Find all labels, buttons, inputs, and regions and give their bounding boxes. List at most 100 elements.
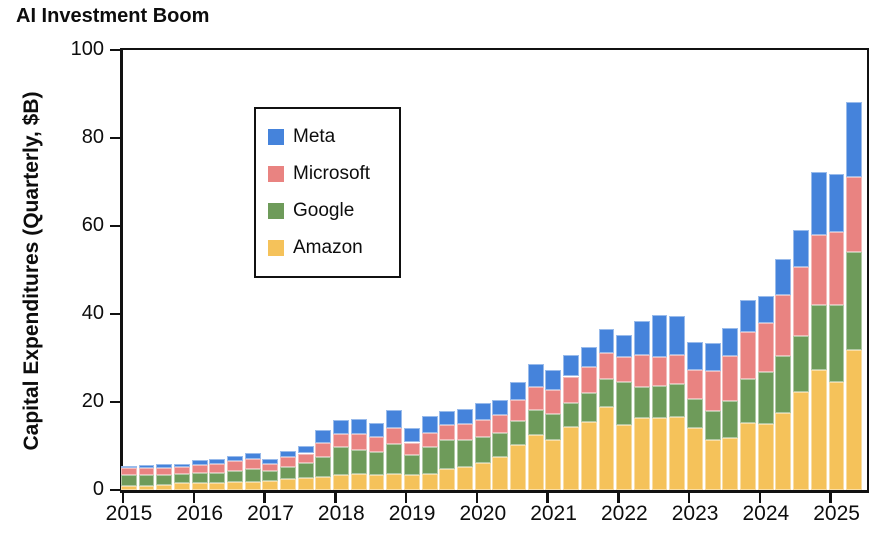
legend-item-amazon: Amazon <box>268 229 387 266</box>
bar-segment-meta-2023Q3 <box>722 328 739 357</box>
bar-segment-meta-2021Q4 <box>598 329 615 353</box>
bar-segment-microsoft-2023Q2 <box>704 370 721 412</box>
bar-segment-microsoft-2023Q1 <box>686 370 703 400</box>
legend-swatch-microsoft <box>268 165 284 182</box>
bar-segment-meta-2017Q4 <box>315 430 332 444</box>
bar-segment-google-2020Q1 <box>474 436 491 464</box>
bar-segment-amazon-2022Q2 <box>633 418 650 490</box>
y-tick-20 <box>110 400 120 404</box>
bar-segment-meta-2021Q1 <box>545 370 562 390</box>
bar-segment-meta-2020Q1 <box>474 402 491 420</box>
bar-segment-amazon-2020Q4 <box>527 434 544 490</box>
bar-segment-meta-2017Q1 <box>262 459 279 465</box>
bar-segment-google-2024Q1 <box>757 371 774 425</box>
bar-segment-meta-2015Q3 <box>156 464 173 468</box>
bar-segment-google-2023Q3 <box>722 401 739 439</box>
bar-segment-meta-2017Q3 <box>297 445 314 454</box>
bar-segment-microsoft-2019Q2 <box>421 432 438 448</box>
bar-segment-microsoft-2015Q4 <box>173 467 190 475</box>
bar-segment-meta-2016Q2 <box>209 459 226 464</box>
bar-segment-meta-2020Q3 <box>510 381 526 400</box>
bar-segment-google-2022Q3 <box>651 385 668 418</box>
bar-segment-meta-2019Q3 <box>439 411 456 425</box>
bar-segment-microsoft-2019Q4 <box>457 424 473 440</box>
bar-segment-meta-2016Q1 <box>191 460 208 465</box>
bar-segment-meta-2024Q4 <box>810 172 827 235</box>
bar-segment-amazon-2022Q1 <box>616 425 633 490</box>
bar-segment-google-2023Q1 <box>686 399 703 428</box>
bar-segment-microsoft-2017Q1 <box>262 464 279 472</box>
bar-segment-meta-2019Q1 <box>403 427 420 443</box>
bar-segment-microsoft-2015Q3 <box>156 468 173 475</box>
bar-segment-amazon-2016Q1 <box>191 483 208 490</box>
bar-segment-microsoft-2016Q4 <box>244 458 261 469</box>
bar-segment-meta-2015Q4 <box>173 463 190 468</box>
y-tick-label-60: 60 <box>81 214 104 236</box>
bar-segment-amazon-2017Q1 <box>262 481 279 490</box>
bar-segment-meta-2018Q1 <box>333 419 350 435</box>
bar-segment-google-2016Q2 <box>209 472 226 483</box>
bar-segment-google-2020Q2 <box>492 433 509 457</box>
bar-segment-microsoft-2020Q4 <box>527 387 544 410</box>
bar-segment-amazon-2015Q1 <box>120 486 137 490</box>
x-tick-label-2017: 2017 <box>247 502 294 525</box>
bar-segment-google-2016Q4 <box>244 468 261 483</box>
bar-segment-meta-2020Q2 <box>492 400 509 415</box>
x-tick-2017 <box>263 493 266 503</box>
x-tick-label-2025: 2025 <box>813 502 860 525</box>
x-tick-label-2018: 2018 <box>317 502 365 525</box>
bar-segment-meta-2016Q3 <box>227 456 243 461</box>
bar-segment-microsoft-2020Q2 <box>492 414 509 434</box>
x-tick-label-2015: 2015 <box>105 502 153 525</box>
bar-segment-microsoft-2022Q4 <box>669 354 686 384</box>
bar-segment-google-2019Q4 <box>457 439 473 467</box>
bar-segment-microsoft-2016Q2 <box>209 463 226 473</box>
bar-segment-meta-2022Q4 <box>669 316 686 355</box>
bar-segment-amazon-2016Q3 <box>227 482 243 490</box>
bar-segment-microsoft-2021Q2 <box>563 376 580 404</box>
y-tick-0 <box>110 488 120 492</box>
bar-segment-meta-2023Q1 <box>686 341 703 371</box>
bar-segment-microsoft-2024Q3 <box>793 267 809 336</box>
bar-segment-google-2015Q3 <box>156 474 173 485</box>
bar-segment-microsoft-2025Q2 <box>846 177 863 252</box>
bar-segment-amazon-2018Q1 <box>333 474 350 490</box>
x-tick-2019 <box>404 493 408 503</box>
chart-title: AI Investment Boom <box>16 5 210 27</box>
bar-segment-google-2015Q4 <box>173 474 190 484</box>
legend-swatch-meta <box>268 128 284 145</box>
bar-segment-amazon-2015Q4 <box>173 483 190 490</box>
bar-segment-meta-2023Q4 <box>740 300 756 333</box>
bar-segment-google-2016Q1 <box>191 472 208 484</box>
bar-segment-google-2018Q1 <box>333 446 350 475</box>
bar-segment-google-2017Q1 <box>262 471 279 482</box>
x-tick-2023 <box>687 493 691 503</box>
bar-segment-google-2017Q4 <box>315 457 332 477</box>
y-axis-label: Capital Expenditures (Quarterly, $B) <box>20 91 43 451</box>
y-tick-label-100: 100 <box>70 38 104 60</box>
bar-segment-meta-2015Q1 <box>120 465 137 469</box>
legend-item-meta: Meta <box>268 118 387 155</box>
legend-label-meta: Meta <box>293 125 336 147</box>
bar-segment-amazon-2019Q4 <box>457 466 473 490</box>
bar-segment-google-2018Q2 <box>350 449 367 475</box>
bar-segment-meta-2018Q2 <box>350 418 367 435</box>
bar-segment-microsoft-2021Q4 <box>598 352 615 380</box>
bar-segment-google-2024Q3 <box>793 335 809 392</box>
bar-segment-google-2016Q3 <box>227 470 243 483</box>
y-tick-label-20: 20 <box>81 390 104 412</box>
bar-segment-meta-2019Q4 <box>457 408 473 425</box>
bar-segment-microsoft-2022Q2 <box>633 355 650 388</box>
bar-segment-amazon-2025Q1 <box>828 381 845 490</box>
bar-segment-google-2019Q2 <box>421 447 438 475</box>
bar-segment-amazon-2016Q4 <box>244 482 261 490</box>
bar-segment-microsoft-2017Q4 <box>315 443 332 458</box>
bar-segment-microsoft-2021Q3 <box>580 367 597 394</box>
bar-segment-meta-2018Q4 <box>386 409 403 428</box>
bar-segment-amazon-2023Q4 <box>740 422 756 490</box>
bar-segment-meta-2016Q4 <box>244 453 261 459</box>
bar-segment-meta-2024Q3 <box>793 229 809 268</box>
bar-segment-meta-2019Q2 <box>421 416 438 433</box>
bar-segment-microsoft-2021Q1 <box>545 389 562 414</box>
plot-inner <box>120 50 867 490</box>
